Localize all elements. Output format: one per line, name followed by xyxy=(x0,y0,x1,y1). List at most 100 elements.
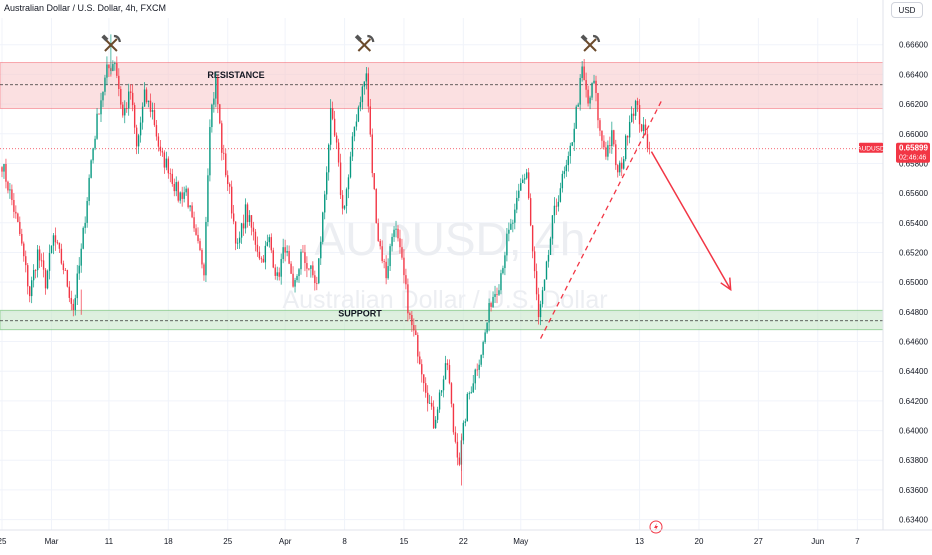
candle-body xyxy=(82,227,84,249)
candle xyxy=(506,227,508,262)
candle-body xyxy=(601,130,603,141)
candle xyxy=(48,244,51,280)
candle xyxy=(565,159,567,177)
candle-body xyxy=(359,102,362,108)
candle xyxy=(444,355,447,380)
candle xyxy=(215,72,217,108)
candle-body xyxy=(520,183,522,191)
candle-body xyxy=(114,63,116,65)
candle-body xyxy=(569,145,571,157)
hammer-pick-icon xyxy=(101,34,121,52)
candle-body xyxy=(531,225,534,252)
candle-body xyxy=(258,251,261,259)
candle-body xyxy=(155,125,158,137)
candle-body xyxy=(365,73,368,82)
candle-body xyxy=(32,270,35,281)
candle xyxy=(480,354,482,367)
candle xyxy=(464,418,467,427)
candle-body xyxy=(36,249,39,271)
candle-body xyxy=(56,242,59,244)
candle-body xyxy=(623,159,625,169)
candle-body xyxy=(248,215,251,222)
candle-body xyxy=(472,383,474,393)
candle-body xyxy=(70,297,72,304)
candle xyxy=(462,420,465,445)
candle-body xyxy=(526,172,528,179)
candle xyxy=(526,168,528,180)
candle xyxy=(474,368,476,390)
candle-body xyxy=(68,286,71,298)
candle-body xyxy=(139,122,142,136)
candle-body xyxy=(331,108,334,119)
candle xyxy=(66,269,69,288)
candle xyxy=(236,238,239,249)
candle xyxy=(335,132,338,149)
candle xyxy=(139,116,142,143)
candle-body xyxy=(25,256,27,266)
support-zone xyxy=(0,309,884,331)
candle xyxy=(211,103,213,133)
candle xyxy=(512,219,514,233)
candle xyxy=(272,247,274,269)
candle-body xyxy=(640,124,643,132)
candle-body xyxy=(284,247,286,253)
candle-body xyxy=(333,118,336,136)
candle xyxy=(308,268,310,271)
candle-body xyxy=(288,251,290,264)
currency-button[interactable]: USD xyxy=(891,2,923,18)
candle xyxy=(141,102,144,130)
candle-body xyxy=(642,124,645,132)
candle-body xyxy=(252,227,255,232)
candle-body xyxy=(52,235,55,246)
candle-body xyxy=(573,128,575,143)
candle-body xyxy=(541,290,544,305)
candle-body xyxy=(464,421,467,423)
candle-body xyxy=(298,269,300,277)
candle-body xyxy=(92,148,94,161)
candle xyxy=(19,216,21,236)
candle-body xyxy=(555,205,558,207)
candle xyxy=(421,359,423,383)
candle xyxy=(31,276,33,304)
candle-body xyxy=(13,200,15,212)
candle-body xyxy=(626,135,629,138)
candle-body xyxy=(157,136,160,147)
candle-body xyxy=(516,197,518,210)
pick-handle xyxy=(104,38,118,52)
candle xyxy=(205,216,207,283)
hammer-head xyxy=(354,34,362,42)
candle-body xyxy=(427,392,429,404)
candle xyxy=(227,170,229,191)
candle-body xyxy=(48,252,51,271)
price-tag xyxy=(896,142,930,163)
candle-body xyxy=(304,252,306,264)
candle-body xyxy=(607,145,609,157)
candle-body xyxy=(74,298,76,311)
candle-body xyxy=(217,77,219,105)
candle xyxy=(630,106,633,123)
candle xyxy=(415,324,417,336)
candle-body xyxy=(153,110,156,126)
candle xyxy=(527,167,530,200)
candle xyxy=(147,100,150,108)
candle xyxy=(389,243,391,271)
candle-body xyxy=(452,403,455,433)
candle xyxy=(516,190,518,214)
candle-body xyxy=(31,280,33,297)
candle-body xyxy=(553,205,556,216)
candle xyxy=(522,174,524,184)
candle-body xyxy=(498,290,500,295)
candle-body xyxy=(21,233,23,244)
candle-body xyxy=(571,142,573,146)
candle-body xyxy=(274,267,276,276)
candle-body xyxy=(242,223,245,229)
candle-body xyxy=(143,89,146,107)
candle xyxy=(169,168,171,183)
candle xyxy=(316,276,318,291)
candle xyxy=(278,267,280,281)
candle-body xyxy=(537,294,540,318)
candle xyxy=(44,268,47,295)
candle-body xyxy=(234,221,237,244)
